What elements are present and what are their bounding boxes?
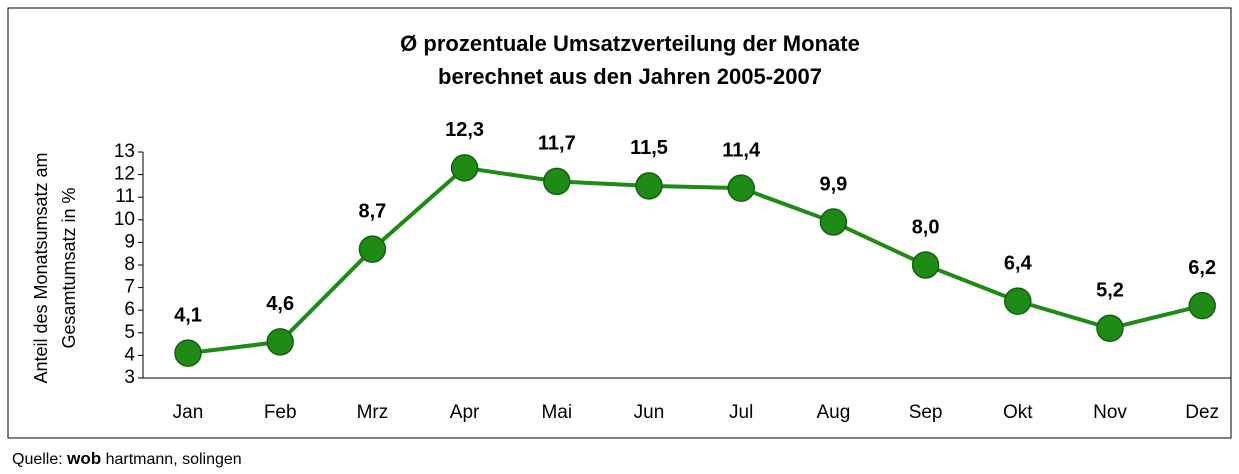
- value-label: 4,1: [174, 304, 202, 326]
- x-tick-label: Aug: [816, 402, 850, 423]
- x-tick-label: Jul: [729, 402, 753, 423]
- y-tick-label: 5: [124, 322, 135, 343]
- marker: [358, 235, 387, 263]
- value-label: 4,6: [266, 293, 294, 315]
- value-label: 11,5: [630, 137, 668, 159]
- marker: [450, 154, 479, 182]
- y-axis-label: Anteil des Monatsumsatz am: [31, 152, 51, 383]
- source: Quelle: wob hartmann, solingen: [12, 449, 242, 468]
- y-tick-label: 4: [124, 344, 135, 365]
- y-tick-label: 6: [124, 299, 135, 320]
- y-axis-label: Gesamtumsatz in %: [59, 187, 79, 348]
- source-brand: wob: [66, 449, 101, 468]
- marker: [1188, 291, 1216, 320]
- marker: [911, 251, 940, 279]
- value-label: 8,7: [358, 200, 386, 222]
- y-tick-label: 10: [114, 209, 135, 230]
- x-tick-label: Dez: [1185, 402, 1219, 423]
- value-label: 12,3: [445, 119, 484, 141]
- line: [187, 165, 1203, 356]
- value-label: 11,7: [538, 133, 576, 155]
- marker: [819, 208, 848, 236]
- value-label: 6,2: [1188, 257, 1216, 279]
- x-tick-label: Mai: [541, 402, 572, 423]
- source-rest: hartmann, solingen: [106, 451, 242, 468]
- marker: [266, 328, 294, 356]
- y-tick-label: 9: [124, 231, 135, 252]
- y-tick-label: 12: [114, 164, 135, 185]
- value-label: 11,4: [722, 139, 761, 161]
- chart-title: berechnet aus den Jahren 2005-2007: [438, 64, 822, 89]
- marker: [727, 174, 755, 202]
- value-label: 9,9: [819, 173, 847, 195]
- y-tick-label: 3: [124, 367, 135, 388]
- source-prefix: Quelle:: [12, 451, 63, 468]
- y-tick-label: 7: [124, 277, 135, 298]
- x-tick-label: Sep: [909, 402, 943, 423]
- value-label: 8,0: [912, 216, 940, 238]
- y-tick-label: 11: [115, 186, 135, 207]
- marker: [1004, 287, 1032, 315]
- value-label: 6,4: [1004, 252, 1033, 274]
- chart-frame: [7, 7, 1232, 439]
- x-tick-label: Jan: [173, 402, 204, 423]
- chart-title: Ø prozentuale Umsatzverteilung der Monat…: [400, 31, 860, 56]
- marker: [635, 172, 663, 200]
- y-tick-label: 8: [124, 254, 135, 275]
- x-tick-label: Nov: [1093, 402, 1127, 423]
- y-tick-label: 13: [114, 141, 135, 162]
- x-tick-label: Okt: [1003, 402, 1033, 423]
- x-tick-label: Mrz: [357, 402, 389, 423]
- marker: [1096, 314, 1124, 343]
- x-tick-label: Jun: [634, 402, 665, 423]
- x-tick-label: Feb: [264, 402, 297, 423]
- marker: [174, 339, 202, 367]
- marker: [543, 167, 571, 196]
- value-label: 5,2: [1096, 280, 1124, 302]
- x-tick-label: Apr: [450, 402, 480, 423]
